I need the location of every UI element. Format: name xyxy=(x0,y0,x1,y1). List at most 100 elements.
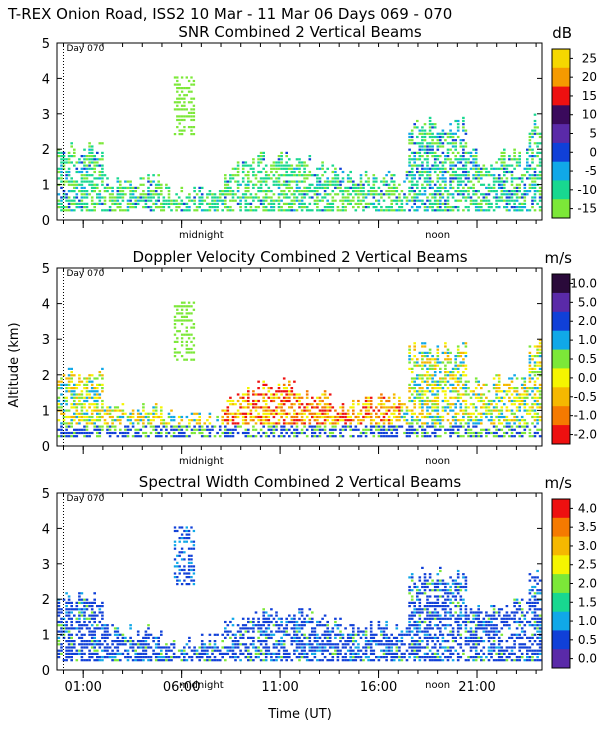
data-cell xyxy=(474,164,478,167)
data-cell xyxy=(65,601,68,604)
data-cell xyxy=(98,608,102,611)
data-cell xyxy=(192,301,196,304)
data-cell xyxy=(78,396,81,399)
data-cell xyxy=(67,380,71,383)
data-cell xyxy=(226,190,230,193)
data-cell xyxy=(510,206,514,209)
data-cell xyxy=(70,611,73,614)
data-cell xyxy=(410,419,414,422)
data-cell xyxy=(75,167,79,170)
data-cell xyxy=(423,177,427,180)
data-cell xyxy=(375,422,378,425)
data-cell xyxy=(277,643,281,646)
data-cell xyxy=(175,193,178,196)
data-cell xyxy=(75,186,79,189)
data-cell xyxy=(487,174,491,177)
data-cell xyxy=(126,649,130,652)
data-cell xyxy=(436,206,440,209)
data-cell xyxy=(349,170,352,174)
data-cell xyxy=(134,656,137,659)
data-cell xyxy=(462,174,465,177)
data-cell xyxy=(252,624,255,627)
data-cell xyxy=(290,406,294,409)
data-cell xyxy=(536,142,539,145)
data-cell xyxy=(183,435,186,438)
data-cell xyxy=(528,358,532,361)
data-cell xyxy=(464,422,468,425)
data-cell xyxy=(459,155,463,158)
data-cell xyxy=(480,399,483,403)
data-cell xyxy=(226,652,230,655)
data-cell xyxy=(508,409,511,412)
data-cell xyxy=(178,101,181,104)
data-cell xyxy=(187,312,191,315)
data-cell xyxy=(249,659,253,662)
data-cell xyxy=(78,199,81,202)
data-cell xyxy=(369,415,373,419)
data-cell xyxy=(515,177,519,180)
data-cell xyxy=(67,425,71,428)
data-cell xyxy=(119,186,122,189)
data-cell xyxy=(129,624,132,627)
data-cell xyxy=(436,361,440,364)
data-cell xyxy=(231,177,235,180)
data-cell xyxy=(308,636,312,639)
data-cell xyxy=(392,406,396,409)
data-cell xyxy=(444,209,447,212)
data-cell xyxy=(165,646,168,649)
data-cell xyxy=(352,428,355,431)
data-cell xyxy=(244,193,248,196)
data-cell xyxy=(480,183,483,186)
data-cell xyxy=(416,180,419,183)
data-cell xyxy=(264,164,268,167)
y-tick-label: 3 xyxy=(42,108,50,123)
data-cell xyxy=(300,431,304,435)
data-cell xyxy=(180,340,184,343)
data-cell xyxy=(364,403,368,406)
data-cell xyxy=(188,419,191,422)
data-cell xyxy=(444,367,447,370)
data-cell xyxy=(410,186,414,189)
data-cell xyxy=(311,425,314,428)
data-cell xyxy=(83,164,86,167)
data-cell xyxy=(439,199,442,202)
data-cell xyxy=(295,399,299,403)
data-cell xyxy=(65,656,68,659)
data-cell xyxy=(500,196,504,199)
data-cell xyxy=(326,403,329,406)
data-cell xyxy=(515,186,519,189)
data-cell xyxy=(139,412,143,415)
data-cell xyxy=(467,380,470,383)
data-cell xyxy=(83,624,86,627)
data-cell xyxy=(70,620,73,624)
data-cell xyxy=(375,415,378,419)
data-cell xyxy=(464,199,468,202)
panel-title: SNR Combined 2 Vertical Beams xyxy=(178,23,421,41)
data-cell xyxy=(211,202,214,205)
data-cell xyxy=(449,383,452,386)
data-cell xyxy=(65,206,68,209)
data-cell xyxy=(359,431,363,435)
data-cell xyxy=(192,118,196,122)
data-cell xyxy=(472,435,475,438)
data-cell xyxy=(136,656,140,659)
data-cell xyxy=(193,190,196,193)
data-cell xyxy=(236,624,240,627)
data-cell xyxy=(60,393,63,396)
data-cell xyxy=(318,209,322,212)
data-cell xyxy=(60,646,63,649)
data-cell xyxy=(257,627,260,630)
data-cell xyxy=(469,199,473,202)
data-cell xyxy=(172,419,176,422)
data-cell xyxy=(444,371,447,374)
data-cell xyxy=(362,190,365,193)
data-cell xyxy=(308,643,312,646)
data-cell xyxy=(474,425,478,428)
data-cell xyxy=(195,422,199,425)
data-cell xyxy=(423,151,427,154)
data-cell xyxy=(85,659,89,662)
data-cell xyxy=(339,431,342,435)
data-cell xyxy=(257,393,260,396)
data-cell xyxy=(485,209,488,212)
data-cell xyxy=(60,422,63,425)
